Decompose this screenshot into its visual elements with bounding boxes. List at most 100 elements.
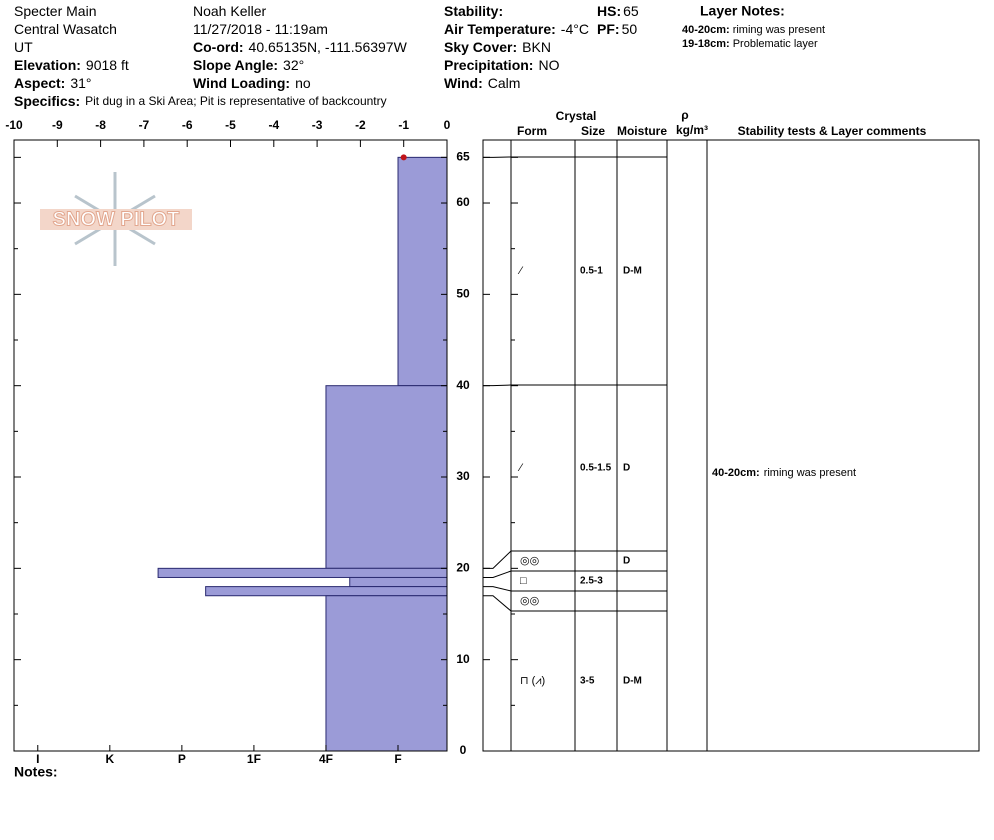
table-header: kg/m³ xyxy=(676,123,708,137)
field-label: Sky Cover: xyxy=(444,39,517,55)
hardness-bar xyxy=(397,156,448,387)
field-value: 65 xyxy=(623,3,639,19)
field-value: riming was present xyxy=(764,467,856,479)
crystal-form: ⊓ (⩘) xyxy=(520,675,545,687)
field: Specifics: Pit dug in a Ski Area; Pit is … xyxy=(14,93,387,109)
field-label: HS: xyxy=(597,3,621,19)
field: Central Wasatch xyxy=(14,21,117,37)
field: 40-20cm: riming was present xyxy=(682,24,825,36)
crystal-size: 2.5-3 xyxy=(580,576,603,587)
field-value: Specter Main xyxy=(14,3,96,19)
table-header: Crystal xyxy=(556,109,597,123)
table-header: Size xyxy=(581,124,605,138)
field-value: riming was present xyxy=(733,24,825,36)
y-tick-label: 65 xyxy=(456,150,470,164)
moisture: D xyxy=(623,463,630,474)
hardness-bar xyxy=(349,576,448,588)
y-tick-label: 20 xyxy=(456,561,470,575)
field-value: 32° xyxy=(283,57,304,73)
field-label: Aspect: xyxy=(14,75,65,91)
field: Precipitation: NO xyxy=(444,57,560,73)
temp-tick-label: -7 xyxy=(139,118,150,132)
hardness-bar xyxy=(325,595,448,752)
crystal-form: ◎◎ xyxy=(520,595,539,607)
field-value: BKN xyxy=(522,39,551,55)
field-label: Elevation: xyxy=(14,57,81,73)
temperature-point xyxy=(400,154,407,161)
field-value: 31° xyxy=(70,75,91,91)
field: 11/27/2018 - 11:19am xyxy=(193,21,328,37)
field-label: Precipitation: xyxy=(444,57,533,73)
layer-notes-title: Layer Notes: xyxy=(700,3,785,19)
temp-tick-label: -2 xyxy=(355,118,366,132)
field-value: 50 xyxy=(622,21,638,37)
layer-connector xyxy=(483,586,667,592)
layer-connector xyxy=(483,384,667,387)
table-header: Stability tests & Layer comments xyxy=(738,124,927,138)
table-frame xyxy=(482,139,980,752)
field: PF: 50 xyxy=(597,21,637,37)
moisture: D-M xyxy=(623,266,642,277)
field: 19-18cm: Problematic layer xyxy=(682,38,818,50)
field-value: Pit dug in a Ski Area; Pit is representa… xyxy=(85,94,387,108)
table-header: Moisture xyxy=(617,124,667,138)
field-value: 11/27/2018 - 11:19am xyxy=(193,21,328,37)
field-value: no xyxy=(295,75,311,91)
moisture: D xyxy=(623,556,630,567)
moisture: D-M xyxy=(623,676,642,687)
logo-band xyxy=(40,209,192,230)
notes-label: Notes: xyxy=(14,764,58,780)
layer-connector xyxy=(483,550,667,569)
field-label: Wind Loading: xyxy=(193,75,290,91)
logo-text: SNOW PILOT xyxy=(53,208,180,230)
field-value: Noah Keller xyxy=(193,3,266,19)
crystal-form: ◎◎ xyxy=(520,555,539,567)
y-tick-label: 60 xyxy=(456,195,470,209)
field: Wind: Calm xyxy=(444,75,520,91)
crystal-form: □ xyxy=(520,575,527,587)
field-label: Air Temperature: xyxy=(444,21,556,37)
x-tick-label: K xyxy=(105,752,114,766)
temp-tick-label: 0 xyxy=(444,118,451,132)
field-label: 40-20cm: xyxy=(682,24,730,36)
temp-tick-label: -6 xyxy=(182,118,193,132)
table-header: ρ xyxy=(681,108,688,122)
x-tick-label: I xyxy=(36,752,39,766)
temp-tick-label: -10 xyxy=(5,118,23,132)
field-value: -4°C xyxy=(561,21,589,37)
field: Stability: xyxy=(444,3,503,19)
crystal-form: ⁄ xyxy=(517,265,524,277)
field-label: 19-18cm: xyxy=(682,38,730,50)
field: Sky Cover: BKN xyxy=(444,39,551,55)
y-tick-label: 0 xyxy=(460,743,467,757)
x-tick-label: F xyxy=(394,752,401,766)
field: Air Temperature: -4°C xyxy=(444,21,589,37)
layer-connector xyxy=(483,570,667,578)
temp-tick-label: -1 xyxy=(398,118,409,132)
crystal-size: 3-5 xyxy=(580,676,595,687)
x-tick-label: 1F xyxy=(247,752,261,766)
table-header: Form xyxy=(517,124,547,138)
temp-tick-label: -8 xyxy=(95,118,106,132)
y-tick-label: 30 xyxy=(456,469,470,483)
layer-connector xyxy=(483,595,667,612)
field: Noah Keller xyxy=(193,3,266,19)
field-label: Stability: xyxy=(444,3,503,19)
field-value: NO xyxy=(538,57,559,73)
field-label: Wind: xyxy=(444,75,483,91)
field: Aspect: 31° xyxy=(14,75,92,91)
field-label: Slope Angle: xyxy=(193,57,278,73)
hardness-bar xyxy=(325,385,448,569)
field-value: Problematic layer xyxy=(733,38,818,50)
field-value: UT xyxy=(14,39,33,55)
field: UT xyxy=(14,39,33,55)
field: Co-ord: 40.65135N, -111.56397W xyxy=(193,39,408,55)
x-tick-label: 4F xyxy=(319,752,333,766)
hardness-bar xyxy=(157,567,448,578)
field-value: Calm xyxy=(488,75,521,91)
field-value: 9018 ft xyxy=(86,57,129,73)
field-label: Co-ord: xyxy=(193,39,244,55)
y-tick-label: 40 xyxy=(456,378,470,392)
field: HS: 65 xyxy=(597,3,639,19)
